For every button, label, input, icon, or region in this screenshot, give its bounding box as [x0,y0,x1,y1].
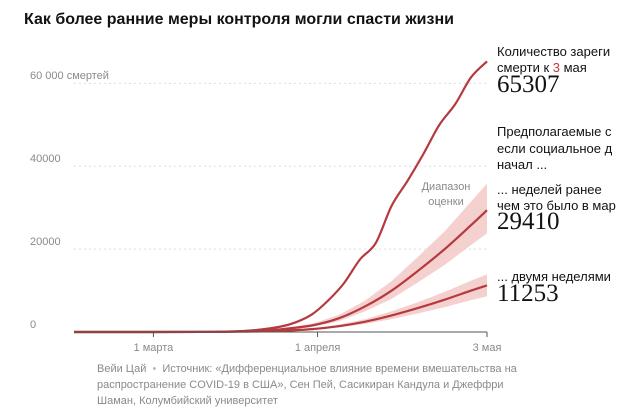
range-label-line2: оценки [428,196,464,208]
projected-label-line2: если социальное д [497,141,613,156]
y-tick-label-2: 40000 [30,153,61,166]
separator-dot-icon: • [152,363,157,375]
y-tick-label-3: 60 000 смертей [30,70,109,83]
week-earlier-label-line2: чем это было в мар [497,198,616,213]
week-earlier-label-line1: ... неделей ранее [497,182,602,197]
x-tick-label-2: 3 мая [472,342,502,354]
actual-line2-hi: 3 [552,60,560,75]
two-weeks-earlier-label: ... двумя неделями [497,269,611,284]
actual-deaths-label-line1: Количество зареги [497,44,611,59]
actual-line2-pre: смерти к [497,60,553,75]
two-weeks-earlier-value: 11253 [497,280,559,307]
projected-label-line1: Предполагаемые с [497,124,612,139]
week-earlier-value: 29410 [497,208,560,235]
y-tick-label-0: 0 [30,319,37,331]
source-author: Вейи Цай [97,363,147,375]
chart-title: Как более ранние меры контроля могли спа… [24,11,454,28]
projected-label-line3: начал ... [497,157,548,172]
chart-gridlines [74,82,487,250]
range-label-line1: Диапазон [421,181,471,193]
confidence-band-2 [74,274,487,332]
x-axis [74,331,488,337]
x-tick-label-1: 1 апреля [294,342,341,354]
y-tick-label-1: 20000 [30,236,61,249]
x-tick-label-0: 1 марта [133,342,174,354]
range-label: Диапазон оценки [410,180,482,210]
actual-deaths-value: 65307 [497,71,560,98]
source-text: Источник: «Дифференциальное влияние врем… [97,363,517,407]
actual-line2-post: мая [559,60,587,75]
actual-deaths-label-line2: смерти к 3 мая [497,59,587,76]
source-credit: Вейи Цай • Источник: «Дифференциальное вли… [97,361,517,409]
